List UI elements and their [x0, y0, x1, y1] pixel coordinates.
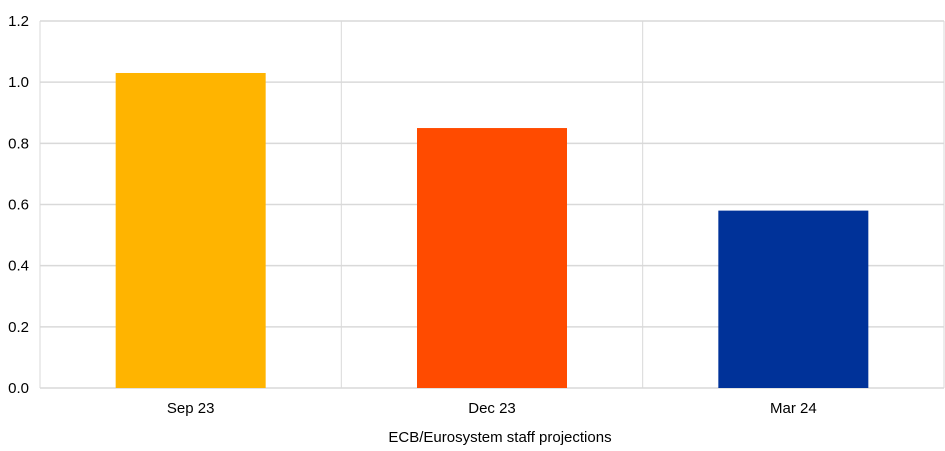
bar-sep-23: [115, 72, 266, 388]
bar-mar-24: [718, 210, 869, 388]
y-tick-label: 0.8: [8, 135, 29, 152]
x-axis-label: ECB/Eurosystem staff projections: [388, 429, 611, 446]
y-tick-label: 0.0: [8, 380, 29, 397]
x-tick-label: Sep 23: [167, 400, 215, 417]
y-tick-label: 0.6: [8, 197, 29, 214]
x-tick-label: Mar 24: [770, 400, 817, 417]
x-axis-ticks: Sep 23 Dec 23 Mar 24: [167, 400, 817, 417]
x-tick-label: Dec 23: [468, 400, 516, 417]
bar-dec-23: [417, 128, 567, 388]
y-tick-label: 0.4: [8, 258, 29, 275]
bars: [115, 72, 869, 388]
y-tick-label: 0.2: [8, 319, 29, 336]
y-axis-ticks: 0.0 0.2 0.4 0.6 0.8 1.0 1.2: [8, 13, 29, 397]
y-tick-label: 1.0: [8, 74, 29, 91]
y-tick-label: 1.2: [8, 13, 29, 30]
